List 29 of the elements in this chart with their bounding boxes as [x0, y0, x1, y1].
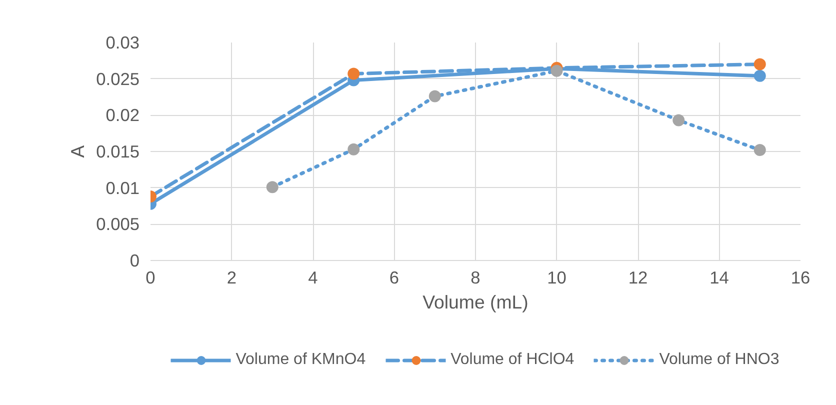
point — [428, 90, 441, 102]
x-tick-label: 6 — [389, 268, 400, 288]
x-tick-label: 12 — [628, 268, 648, 288]
legend-label: Volume of HClO4 — [450, 351, 574, 369]
y-tick-label: 0 — [130, 250, 140, 270]
point — [754, 144, 766, 156]
legend-label: Volume of HNO3 — [659, 351, 780, 369]
y-tick-label: 0.01 — [106, 178, 140, 198]
y-tick-label: 0.02 — [106, 105, 140, 126]
x-tick-label: 14 — [710, 268, 730, 288]
point — [266, 181, 278, 194]
x-tick-label: 10 — [547, 268, 566, 288]
point — [754, 58, 766, 70]
x-axis-title: Volume (mL) — [422, 292, 528, 312]
y-axis-title: A — [67, 144, 88, 158]
x-tick-label: 0 — [146, 268, 156, 288]
y-tick-label: 0.025 — [96, 68, 140, 89]
point — [348, 143, 360, 156]
y-tick-label: 0.03 — [106, 32, 140, 52]
legend-label: Volume of KMnO4 — [236, 351, 366, 369]
x-tick-label: 16 — [790, 268, 810, 288]
x-tick-label: 8 — [470, 268, 480, 288]
x-tick-label: 4 — [308, 268, 318, 288]
y-tick-label: 0.005 — [96, 214, 140, 234]
y-tick-label: 0.015 — [96, 142, 140, 162]
point — [672, 114, 685, 126]
point — [754, 70, 766, 82]
x-tick-label: 2 — [226, 268, 237, 288]
point — [348, 68, 360, 80]
